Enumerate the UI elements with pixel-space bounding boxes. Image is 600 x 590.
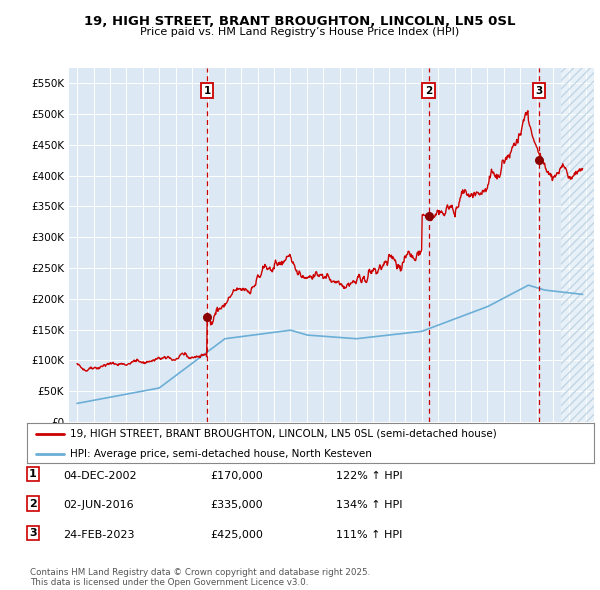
Text: £425,000: £425,000 [210,530,263,540]
Text: 3: 3 [29,528,37,538]
Bar [561,68,594,422]
Point [202,313,212,322]
Text: 1: 1 [29,469,37,479]
Bar [561,68,594,422]
Text: £170,000: £170,000 [210,471,263,481]
Text: 02-JUN-2016: 02-JUN-2016 [63,500,134,510]
Text: Price paid vs. HM Land Registry’s House Price Index (HPI): Price paid vs. HM Land Registry’s House … [140,27,460,37]
Text: HPI: Average price, semi-detached house, North Kesteven: HPI: Average price, semi-detached house,… [70,450,371,460]
Text: 04-DEC-2002: 04-DEC-2002 [63,471,137,481]
Text: 2: 2 [425,86,432,96]
Text: 24-FEB-2023: 24-FEB-2023 [63,530,134,540]
Point [424,211,433,220]
Text: 19, HIGH STREET, BRANT BROUGHTON, LINCOLN, LN5 0SL: 19, HIGH STREET, BRANT BROUGHTON, LINCOL… [84,15,516,28]
Text: 134% ↑ HPI: 134% ↑ HPI [336,500,403,510]
Point [534,156,544,165]
Text: 111% ↑ HPI: 111% ↑ HPI [336,530,403,540]
Text: 2: 2 [29,499,37,509]
Text: £335,000: £335,000 [210,500,263,510]
Text: Contains HM Land Registry data © Crown copyright and database right 2025.
This d: Contains HM Land Registry data © Crown c… [30,568,370,587]
Text: 122% ↑ HPI: 122% ↑ HPI [336,471,403,481]
Text: 1: 1 [203,86,211,96]
Text: 3: 3 [535,86,542,96]
Text: 19, HIGH STREET, BRANT BROUGHTON, LINCOLN, LN5 0SL (semi-detached house): 19, HIGH STREET, BRANT BROUGHTON, LINCOL… [70,429,496,439]
